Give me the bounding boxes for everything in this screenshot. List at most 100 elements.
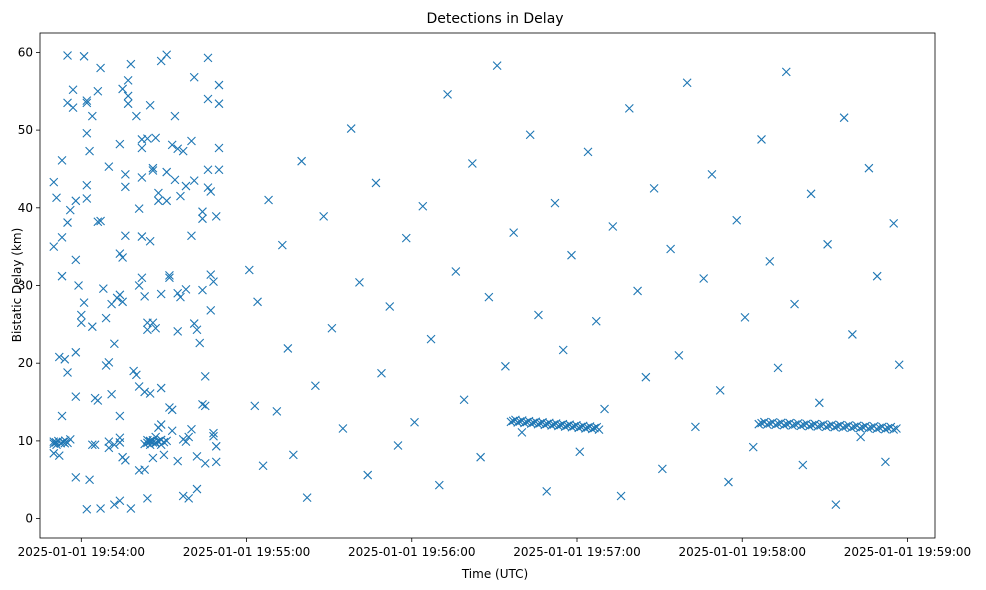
- data-point: [889, 218, 899, 228]
- data-point: [476, 452, 486, 462]
- data-point: [143, 134, 152, 144]
- data-point: [60, 354, 70, 364]
- data-point: [181, 181, 191, 191]
- data-point: [581, 424, 590, 433]
- data-point: [104, 162, 114, 172]
- data-point: [173, 288, 183, 298]
- data-point: [151, 323, 161, 333]
- data-point: [203, 165, 213, 175]
- data-point: [115, 496, 125, 506]
- data-point: [509, 228, 519, 238]
- data-point: [616, 491, 626, 501]
- data-point: [594, 425, 604, 435]
- data-point: [145, 100, 155, 110]
- data-point: [288, 450, 298, 460]
- data-point: [71, 392, 81, 401]
- data-point: [148, 163, 158, 173]
- data-point: [137, 273, 147, 283]
- data-point: [178, 146, 188, 156]
- data-point: [567, 250, 576, 260]
- data-point: [542, 486, 552, 496]
- plot-area: [49, 50, 904, 514]
- data-point: [587, 424, 597, 434]
- data-point: [790, 299, 799, 309]
- data-point: [134, 281, 144, 290]
- data-point: [148, 453, 158, 463]
- data-point: [176, 292, 185, 302]
- data-point: [49, 177, 59, 187]
- data-point: [830, 422, 840, 432]
- data-point: [838, 423, 848, 432]
- data-point: [484, 292, 494, 302]
- data-point: [633, 286, 642, 296]
- data-point: [165, 273, 174, 283]
- data-point: [393, 441, 403, 450]
- data-point: [63, 51, 72, 60]
- data-point: [131, 111, 141, 121]
- data-point: [715, 385, 725, 395]
- data-point: [96, 216, 105, 226]
- data-point: [109, 440, 119, 450]
- data-point: [200, 401, 210, 411]
- data-point: [206, 305, 216, 315]
- data-point: [724, 477, 733, 487]
- data-point: [120, 182, 130, 192]
- data-point: [799, 420, 809, 430]
- data-point: [866, 423, 876, 432]
- data-point: [96, 63, 105, 73]
- data-point: [748, 442, 758, 452]
- data-point: [115, 139, 125, 149]
- data-point: [872, 271, 882, 281]
- data-point: [187, 424, 196, 434]
- x-axis: 2025-01-01 19:54:00 2025-01-01 19:55:00 20…: [18, 538, 971, 559]
- data-point: [540, 420, 550, 430]
- data-point: [120, 170, 130, 179]
- data-point: [167, 140, 177, 150]
- data-point: [184, 432, 194, 442]
- data-point: [264, 195, 273, 205]
- data-point: [49, 448, 59, 458]
- data-point: [434, 480, 444, 490]
- data-point: [173, 144, 183, 154]
- data-point: [258, 461, 268, 471]
- data-point: [104, 358, 114, 367]
- data-point: [140, 387, 150, 397]
- data-point: [892, 424, 901, 433]
- data-point: [501, 361, 510, 371]
- data-point: [459, 395, 469, 405]
- data-point: [49, 242, 59, 252]
- data-point: [90, 440, 100, 450]
- data-point: [211, 211, 221, 221]
- data-point: [198, 399, 207, 409]
- data-point: [151, 438, 161, 447]
- data-point: [206, 270, 216, 280]
- data-point: [377, 368, 386, 378]
- data-point: [880, 424, 890, 434]
- data-point: [93, 396, 103, 405]
- data-point: [526, 419, 536, 429]
- data-point: [129, 366, 139, 376]
- data-point: [492, 61, 502, 71]
- data-point: [156, 420, 166, 429]
- data-point: [109, 500, 119, 509]
- data-point: [115, 249, 125, 259]
- data-point: [195, 338, 205, 348]
- data-point: [209, 428, 218, 438]
- data-point: [774, 419, 783, 429]
- data-point: [131, 370, 141, 380]
- data-point: [57, 411, 67, 421]
- data-point: [126, 59, 136, 69]
- data-point: [82, 128, 92, 138]
- data-point: [178, 491, 188, 501]
- data-point: [79, 51, 89, 61]
- data-point: [63, 368, 72, 377]
- data-point: [765, 419, 775, 428]
- axes-frame: [39, 32, 936, 539]
- data-point: [839, 113, 849, 123]
- data-point: [517, 427, 527, 437]
- data-point: [126, 504, 136, 513]
- data-point: [170, 175, 180, 185]
- y-axis-label: Bistatic Delay (km): [10, 228, 24, 343]
- data-point: [203, 183, 213, 192]
- data-point: [49, 439, 59, 448]
